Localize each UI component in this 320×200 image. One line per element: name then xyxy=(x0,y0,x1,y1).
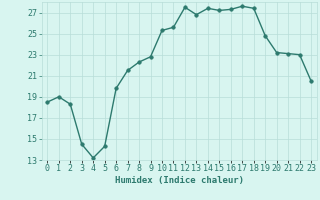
X-axis label: Humidex (Indice chaleur): Humidex (Indice chaleur) xyxy=(115,176,244,185)
